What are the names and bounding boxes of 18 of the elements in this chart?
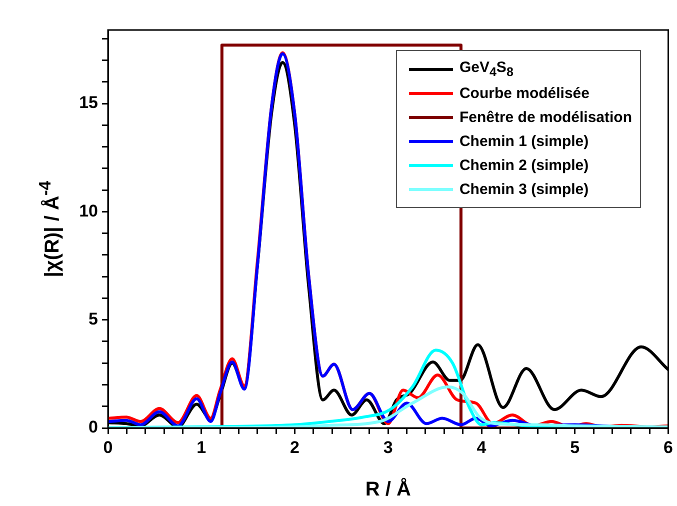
y-tick-label: 0 [88, 418, 98, 437]
x-tick-label: 4 [476, 438, 487, 457]
y-tick-label: 10 [79, 201, 98, 220]
x-tick-label: 1 [196, 438, 206, 457]
legend-label: Chemin 3 (simple) [459, 180, 589, 198]
legend-label: Fenêtre de modélisation [459, 108, 632, 126]
x-tick-label: 6 [664, 438, 674, 457]
legend-label: GeV$_{4}$S$_{8}$ [459, 59, 514, 79]
legend-label: Chemin 1 (simple) [459, 132, 589, 150]
x-axis-title: R / Å [365, 478, 411, 501]
x-tick-label: 5 [570, 438, 580, 457]
y-tick-label: 5 [88, 310, 98, 329]
x-tick-label: 0 [103, 438, 113, 457]
y-tick-label: 15 [79, 93, 98, 112]
x-tick-label: 2 [290, 438, 300, 457]
x-tick-label: 3 [383, 438, 393, 457]
legend-label: Courbe modélisée [459, 84, 590, 102]
legend-label: Chemin 2 (simple) [459, 156, 589, 174]
